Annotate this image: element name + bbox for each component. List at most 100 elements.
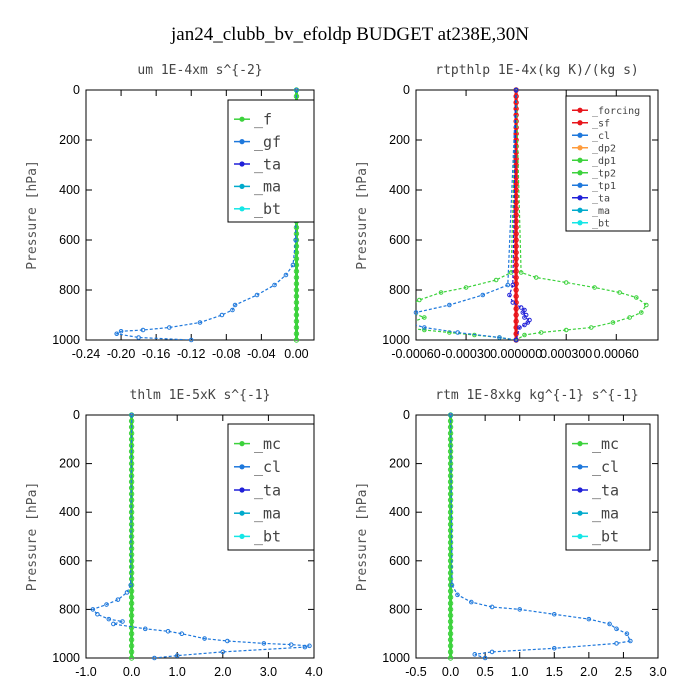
data-point xyxy=(644,302,649,308)
data-point xyxy=(551,611,557,617)
data-point xyxy=(447,521,454,528)
data-point xyxy=(447,527,454,534)
data-point xyxy=(128,539,135,546)
x-tick-label: -0.24 xyxy=(72,347,101,361)
data-point xyxy=(128,588,135,594)
legend-label: _mc xyxy=(254,435,281,453)
data-point xyxy=(455,330,461,335)
figure-title: jan24_clubb_bv_efoldp BUDGET at238E,30N xyxy=(170,24,529,45)
data-point xyxy=(140,327,146,333)
x-tick-label: 1.0 xyxy=(511,665,528,679)
data-point xyxy=(447,637,454,643)
panel-title: rtm 1E-8xkg kg^{-1} s^{-1} xyxy=(435,388,639,403)
data-point xyxy=(522,315,527,320)
legend-label: _tp1 xyxy=(592,181,616,192)
legend-label: _f xyxy=(254,110,272,128)
chart-panel: thlm 1E-5xK s^{-1} Pressure [hPa] 0 200 400 6… xyxy=(25,388,323,679)
legend-label: _ta xyxy=(254,481,281,499)
data-point xyxy=(128,533,135,540)
data-point xyxy=(447,582,454,588)
data-point xyxy=(128,582,133,588)
data-point xyxy=(447,558,454,564)
data-point xyxy=(588,325,594,330)
data-point xyxy=(447,618,454,625)
panel-title: rtpthlp 1E-4x(kg K)/(kg s) xyxy=(435,63,639,78)
x-tick-label: 0.0 xyxy=(442,665,459,679)
x-tick-label: 3.0 xyxy=(649,665,666,679)
data-point xyxy=(447,545,454,552)
legend-marker xyxy=(239,116,245,122)
data-point xyxy=(293,331,300,337)
data-point xyxy=(293,324,300,331)
legend-label: _tp2 xyxy=(592,168,616,179)
x-tick-label: -1.0 xyxy=(75,665,97,679)
data-point xyxy=(507,292,512,298)
data-point xyxy=(174,653,180,658)
data-point xyxy=(293,312,300,318)
data-point xyxy=(639,310,644,315)
legend-label: _ma xyxy=(254,504,281,522)
data-point xyxy=(563,327,569,333)
data-point xyxy=(230,307,235,313)
x-tick-label: -0.20 xyxy=(107,347,136,361)
series-line xyxy=(416,90,517,340)
legend-marker xyxy=(577,487,583,493)
legend-label: _ma xyxy=(592,504,619,522)
data-point xyxy=(220,649,226,655)
data-point xyxy=(128,582,135,588)
data-point xyxy=(293,287,300,293)
data-point xyxy=(624,631,630,637)
data-point xyxy=(447,576,454,582)
data-point xyxy=(90,607,96,612)
data-point xyxy=(447,655,454,661)
data-point xyxy=(254,292,260,298)
x-tick-label: 2.0 xyxy=(580,665,597,679)
series-line xyxy=(515,90,648,340)
chart-panel: rtpthlp 1E-4x(kg K)/(kg s) Pressure [hPa]… xyxy=(355,63,659,361)
data-point xyxy=(455,592,460,598)
y-tick-label: 400 xyxy=(59,505,80,519)
plot-frame xyxy=(415,414,659,659)
data-point xyxy=(447,606,454,613)
legend-marker xyxy=(577,120,583,126)
data-point xyxy=(463,285,469,290)
x-tick-label: 1.5 xyxy=(546,665,563,679)
data-point xyxy=(272,282,277,288)
data-point xyxy=(104,602,109,607)
data-point xyxy=(525,320,531,325)
data-point xyxy=(447,564,454,570)
data-point xyxy=(513,87,519,93)
data-point xyxy=(522,322,527,328)
legend-marker xyxy=(577,533,583,540)
data-point xyxy=(128,564,135,570)
y-axis-label: Pressure [hPa] xyxy=(25,160,40,270)
y-tick-label: 600 xyxy=(389,233,410,247)
data-point xyxy=(128,612,135,619)
data-point xyxy=(128,600,135,607)
chart-panel: um 1E-4xm s^{-2} Pressure [hPa] 0 200 400 600… xyxy=(25,63,315,361)
data-point xyxy=(152,655,157,661)
data-point xyxy=(188,337,194,343)
legend-label: _ta xyxy=(592,481,619,499)
x-tick-label: 3.0 xyxy=(260,665,277,679)
data-point xyxy=(128,558,135,564)
data-point xyxy=(417,297,422,303)
y-axis-label: Pressure [hPa] xyxy=(355,160,370,270)
data-point xyxy=(290,262,296,268)
x-tick-label: 2.0 xyxy=(214,665,231,679)
y-tick-label: 400 xyxy=(389,505,410,519)
data-point xyxy=(447,479,454,485)
panel-title: thlm 1E-5xK s^{-1} xyxy=(130,388,271,403)
x-tick-label: -0.00030 xyxy=(441,347,490,361)
y-tick-label: 400 xyxy=(389,183,410,197)
panel-title: um 1E-4xm s^{-2} xyxy=(137,63,262,78)
data-point xyxy=(307,643,312,649)
data-point xyxy=(120,619,125,624)
data-point xyxy=(95,611,100,617)
legend-label: _forcing xyxy=(592,106,640,117)
legend-label: _ta xyxy=(254,155,281,173)
data-point xyxy=(607,621,612,627)
data-point xyxy=(111,621,116,627)
data-point xyxy=(447,503,454,509)
